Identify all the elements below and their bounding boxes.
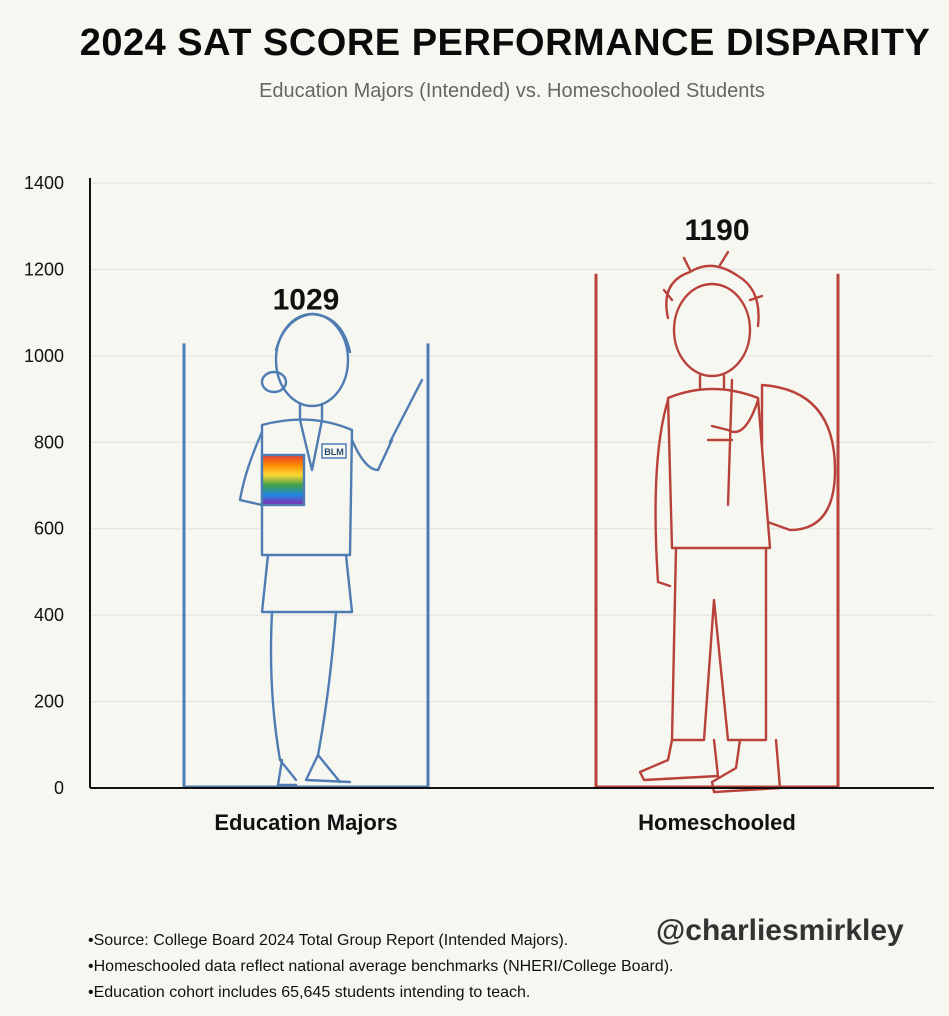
footnote-source: Source: College Board 2024 Total Group R… <box>88 928 788 954</box>
y-tick-label: 600 <box>34 519 64 539</box>
author-handle: @charliesmirkley <box>656 914 904 947</box>
y-tick-label: 800 <box>34 432 64 452</box>
bar-value-label: 1190 <box>684 214 749 247</box>
y-tick-label: 0 <box>54 778 64 798</box>
y-tick-label: 1000 <box>24 346 64 366</box>
chart-title: 2024 SAT SCORE PERFORMANCE DISPARITY <box>79 22 931 64</box>
footnote-homeschool: Homeschooled data reflect national avera… <box>88 954 788 980</box>
teacher-figure-icon <box>238 312 424 787</box>
y-tick-label: 1200 <box>24 259 64 279</box>
badge-text: BLM <box>324 447 344 457</box>
y-tick-label: 400 <box>34 605 64 625</box>
chart-subtitle: Education Majors (Intended) vs. Homescho… <box>259 80 765 102</box>
bar-value-label: 1029 <box>273 283 340 316</box>
y-tick-label: 200 <box>34 692 64 712</box>
y-tick-label: 1400 <box>24 173 64 193</box>
x-category-label: Education Majors <box>214 810 397 835</box>
book-stack-icon <box>260 453 306 507</box>
footnotes: Source: College Board 2024 Total Group R… <box>88 928 788 1006</box>
x-category-label: Homeschooled <box>638 810 796 835</box>
student-with-backpack-icon <box>638 250 837 794</box>
bar-chart: 0 200 400 600 800 1000 1200 1400 BLM 1029 1190 <box>24 173 934 835</box>
name-badge <box>321 443 347 459</box>
footnote-education: Education cohort includes 65,645 student… <box>88 980 788 1006</box>
